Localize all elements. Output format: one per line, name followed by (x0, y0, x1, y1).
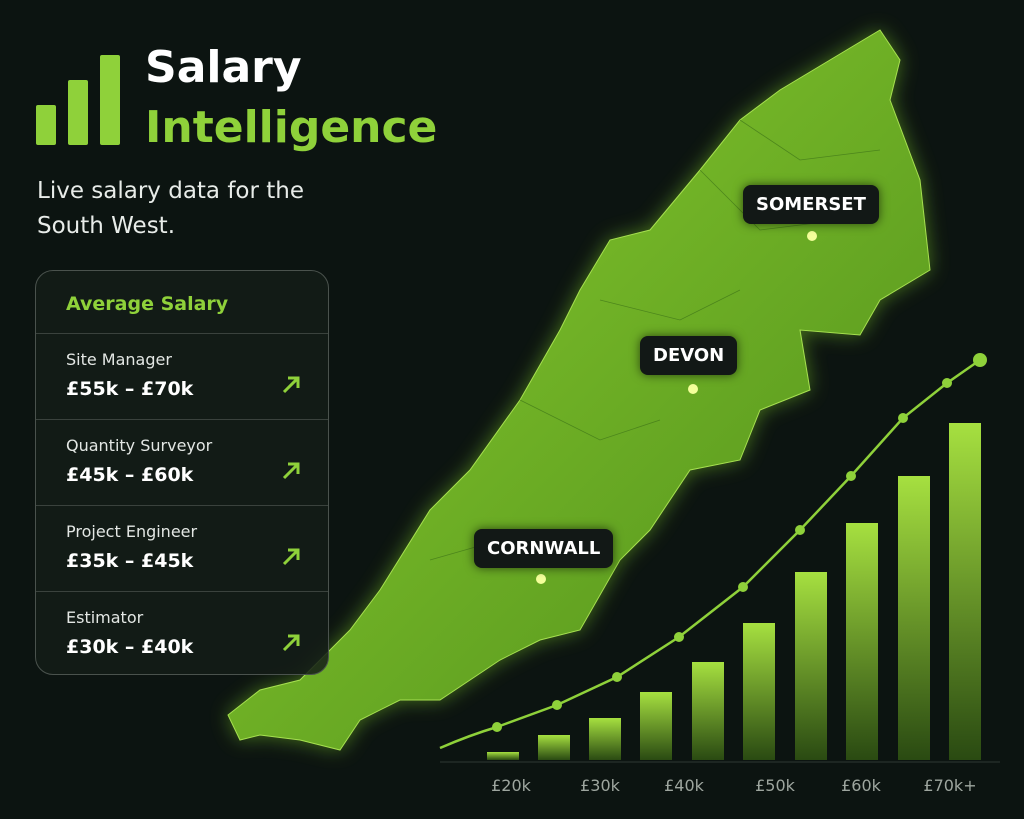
x-label: £50k (755, 776, 795, 795)
x-label: £60k (841, 776, 881, 795)
logo-bars (36, 55, 120, 145)
salary-row: Quantity Surveyor £45k – £60k (36, 419, 328, 506)
subtitle: Live salary data for the South West. (37, 178, 305, 239)
salary-row: Project Engineer £35k – £45k (36, 505, 328, 592)
salary-row: Site Manager £55k – £70k (36, 333, 328, 420)
x-label: £20k (491, 776, 531, 795)
title: Salary (145, 42, 302, 93)
salary-range: £35k – £45k (66, 550, 194, 572)
map-label: DEVON (640, 336, 738, 375)
salary-card: Average Salary Site Manager £55k – £70k … (35, 270, 329, 675)
title-accent: Intelligence (145, 102, 438, 153)
growth-bars (487, 423, 981, 760)
salary-range: £55k – £70k (66, 378, 194, 400)
map-label: SOMERSET (743, 185, 879, 224)
role: Project Engineer (66, 522, 198, 541)
salary-range: £45k – £60k (66, 464, 194, 486)
trend-arrow (282, 634, 300, 652)
salary-row: Estimator £30k – £40k (36, 591, 328, 678)
trend-arrow (282, 462, 300, 480)
trend-arrow (282, 376, 300, 394)
x-label: £30k (580, 776, 620, 795)
map-label: CORNWALL (474, 529, 614, 568)
salary-range: £30k – £40k (66, 636, 194, 658)
trend-line (439, 353, 987, 750)
x-label: £40k (664, 776, 704, 795)
card-title: Average Salary (66, 293, 229, 315)
role: Quantity Surveyor (66, 436, 213, 455)
role: Estimator (66, 608, 144, 627)
x-label: £70k+ (923, 776, 977, 795)
role: Site Manager (66, 350, 172, 369)
trend-arrow (282, 548, 300, 566)
